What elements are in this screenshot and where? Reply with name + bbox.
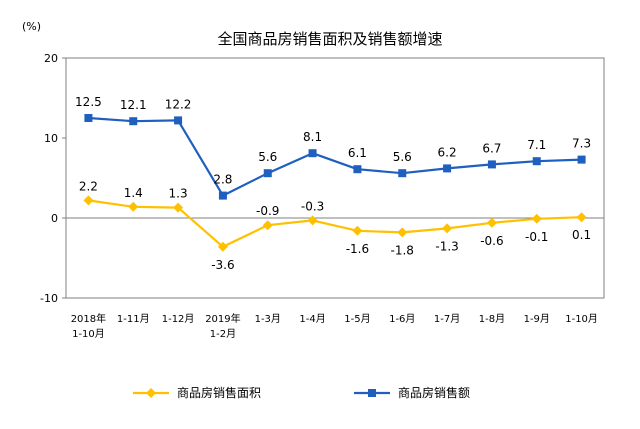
data-point bbox=[262, 220, 273, 231]
y-tick-label: 0 bbox=[51, 212, 58, 225]
data-point bbox=[217, 241, 228, 252]
data-label: 1.3 bbox=[169, 187, 188, 201]
data-point bbox=[486, 217, 497, 228]
data-label: 8.1 bbox=[303, 130, 322, 144]
x-tick-label: 1-6月 bbox=[389, 313, 415, 325]
data-point bbox=[576, 212, 587, 223]
data-label: 2.2 bbox=[79, 179, 98, 193]
data-label: 12.5 bbox=[75, 95, 102, 109]
x-tick-label-line2: 1-10月 bbox=[72, 328, 105, 340]
data-point bbox=[531, 213, 542, 224]
chart-title: 全国商品房销售面积及销售额增速 bbox=[217, 30, 442, 48]
data-point bbox=[173, 202, 184, 213]
data-point bbox=[353, 165, 362, 174]
data-point bbox=[129, 117, 138, 126]
data-label: 0.1 bbox=[572, 228, 591, 242]
data-label: 5.6 bbox=[393, 150, 412, 164]
x-tick-label: 1-8月 bbox=[479, 313, 505, 325]
series-line-1 bbox=[88, 116, 582, 197]
series-lines bbox=[88, 116, 582, 248]
data-label: 6.1 bbox=[348, 146, 367, 160]
x-tick-label: 2018年 bbox=[71, 312, 106, 325]
legend-label-0: 商品房销售面积 bbox=[177, 385, 261, 400]
data-label: 7.3 bbox=[572, 137, 591, 151]
series-line-0 bbox=[88, 199, 582, 248]
data-point bbox=[308, 149, 317, 158]
legend-label-1: 商品房销售额 bbox=[398, 385, 470, 400]
data-point bbox=[263, 169, 272, 178]
x-tick-label: 1-10月 bbox=[565, 313, 598, 325]
x-tick-label: 1-5月 bbox=[344, 313, 370, 325]
data-point bbox=[174, 116, 183, 125]
data-point bbox=[577, 155, 586, 164]
x-tick-label: 1-11月 bbox=[117, 313, 150, 325]
x-tick-label: 1-7月 bbox=[434, 313, 460, 325]
data-label: -1.8 bbox=[391, 243, 414, 257]
data-label: -1.6 bbox=[346, 242, 369, 256]
data-point bbox=[487, 160, 496, 169]
legend: 商品房销售面积 商品房销售额 bbox=[133, 385, 470, 400]
data-point bbox=[442, 223, 453, 234]
y-axis-unit-label: (%) bbox=[22, 20, 41, 33]
data-label: -1.3 bbox=[435, 239, 458, 253]
data-point bbox=[83, 195, 94, 206]
data-label: -0.3 bbox=[301, 199, 324, 213]
series-markers bbox=[83, 114, 587, 252]
data-point bbox=[84, 114, 93, 122]
x-tick-label: 2019年 bbox=[205, 312, 240, 325]
data-label: 12.2 bbox=[165, 97, 192, 111]
data-label: -3.6 bbox=[211, 258, 234, 272]
data-label: 6.2 bbox=[438, 145, 457, 159]
data-label: 2.8 bbox=[213, 173, 232, 187]
y-tick-label: 20 bbox=[44, 52, 58, 65]
data-point bbox=[398, 169, 407, 178]
data-label: 7.1 bbox=[527, 138, 546, 152]
plot-area-border bbox=[65, 57, 605, 299]
data-point bbox=[128, 201, 139, 212]
x-tick-label-line2: 1-2月 bbox=[210, 328, 236, 340]
data-label: 6.7 bbox=[482, 141, 501, 155]
x-tick-label: 1-9月 bbox=[524, 313, 550, 325]
data-label: 1.4 bbox=[124, 186, 143, 200]
x-tick-label: 1-12月 bbox=[162, 313, 195, 325]
data-point bbox=[532, 157, 541, 166]
y-tick-label: 10 bbox=[44, 132, 58, 145]
data-label: -0.1 bbox=[525, 230, 548, 244]
legend-marker bbox=[146, 388, 156, 398]
x-tick-label: 1-4月 bbox=[299, 313, 325, 325]
data-point bbox=[397, 227, 408, 238]
x-tick-label: 1-3月 bbox=[255, 313, 281, 325]
data-point bbox=[218, 191, 227, 200]
data-label: 5.6 bbox=[258, 150, 277, 164]
y-tick-label: -10 bbox=[40, 292, 58, 305]
data-label: 12.1 bbox=[120, 98, 147, 112]
data-label: -0.6 bbox=[480, 234, 503, 248]
data-point bbox=[307, 215, 318, 226]
data-point bbox=[443, 164, 452, 173]
data-labels: 2.2 1.4 1.3 -3.6 -0.9 -0.3 -1.6 -1.8 -1.3 -0.6 -0.… bbox=[75, 95, 591, 272]
legend-marker bbox=[368, 389, 376, 397]
axes: 20 10 0 -10 2018年 1-10月 1-11月 1-12月 2019年 1-2月 1-3… bbox=[40, 52, 605, 340]
data-point bbox=[352, 225, 363, 236]
data-label: -0.9 bbox=[256, 204, 279, 218]
